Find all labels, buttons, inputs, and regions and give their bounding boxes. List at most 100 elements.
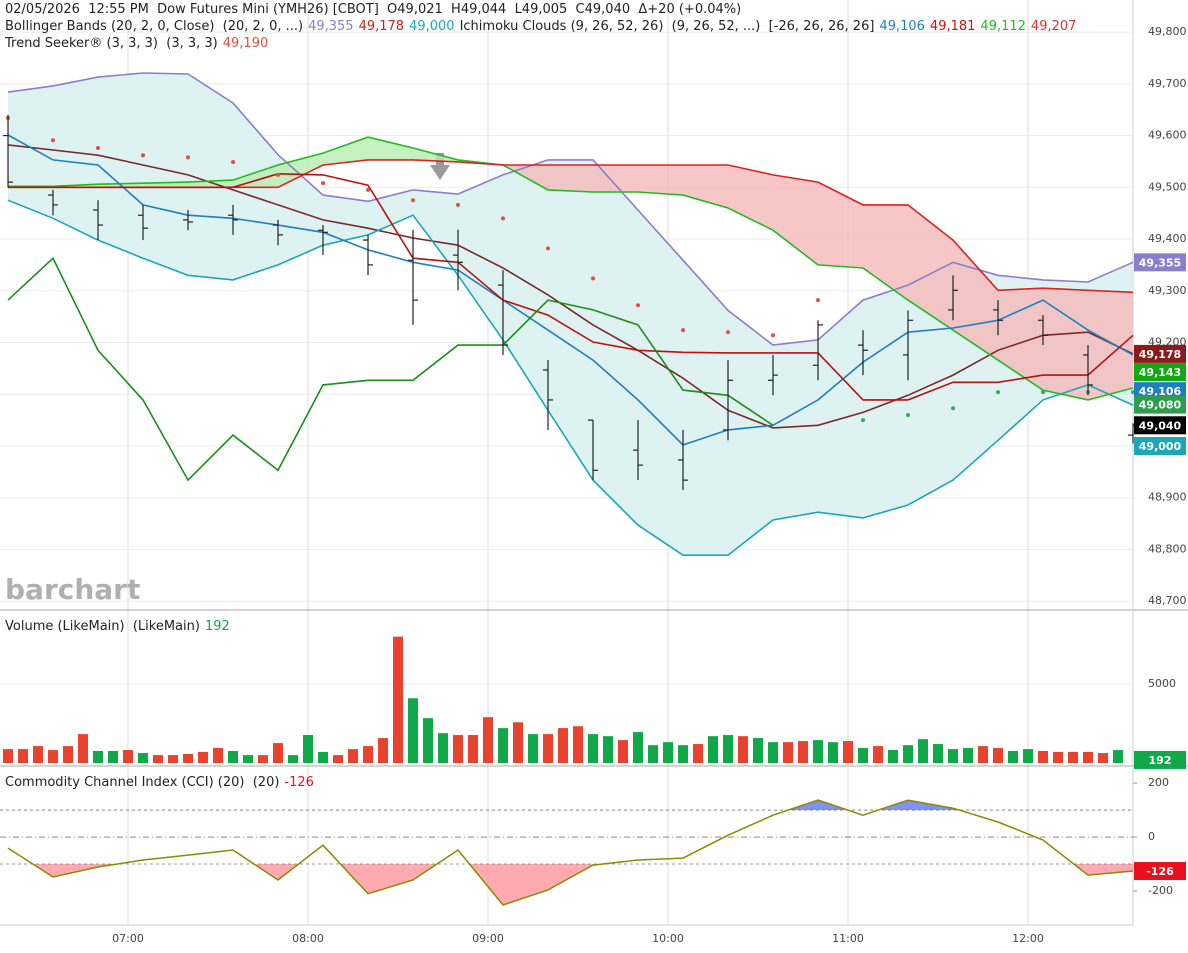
volume-bar (123, 750, 134, 763)
arrow-head (430, 165, 450, 180)
ohlc-bar (993, 300, 1004, 336)
legend-line: Trend Seeker® (3, 3, 3) (3, 3, 3) 49,190 (5, 35, 273, 52)
legend-text: 49,178 (358, 19, 405, 34)
value-badge-label: 49,178 (1139, 348, 1181, 361)
volume-bar (438, 733, 449, 763)
legend-text: 49,106 (879, 19, 925, 34)
trend-dot (996, 390, 1001, 395)
legend-text: 49,000 (409, 19, 455, 34)
cloud-fill (323, 137, 369, 166)
ohlc-bar (858, 330, 869, 376)
ohlc-bar (678, 429, 689, 490)
ohlc-bar (948, 275, 959, 321)
volume-bar (63, 746, 74, 763)
volume-bar (918, 739, 929, 763)
legend-text: 49,190 (222, 36, 269, 51)
volume-bar (798, 741, 809, 763)
volume-bar (603, 736, 614, 763)
ohlc-bar (723, 360, 734, 441)
cloud-fill (233, 165, 279, 188)
ohlc-bar (768, 354, 779, 396)
ohlc-bar (813, 320, 824, 381)
value-badge-label: 192 (1149, 754, 1172, 767)
legend-text: Trend Seeker® (3, 3, 3) (3, 3, 3) (5, 36, 218, 51)
volume-bar (198, 751, 209, 763)
volume-bar (528, 734, 539, 763)
y-tick-label: 48,900 (1148, 491, 1187, 504)
bollinger-band-fill (8, 72, 1134, 556)
legend-line: Commodity Channel Index (CCI) (20) (20) -… (5, 774, 319, 791)
y-tick-label: 49,400 (1148, 232, 1187, 245)
trend-dot (1041, 390, 1046, 395)
volume-bar (978, 746, 989, 763)
trend-dot (186, 155, 191, 160)
cloud-fill (1043, 288, 1089, 400)
volume-bar (678, 745, 689, 763)
ohlc-bar (93, 200, 104, 241)
volume-bar (1038, 750, 1049, 763)
volume-bar (333, 755, 344, 763)
ohlc-bar (633, 420, 644, 481)
volume-bar (483, 717, 494, 763)
volume-bar (153, 755, 164, 763)
y-tick-label: 200 (1148, 776, 1169, 789)
cloud-fill (728, 165, 774, 231)
ohlc-bar (228, 204, 239, 235)
value-badge (1134, 436, 1186, 455)
value-badge (1134, 416, 1186, 435)
volume-bar (378, 738, 389, 763)
volume-bar (453, 735, 464, 763)
y-tick-label: 49,700 (1148, 77, 1187, 90)
value-badge-label: 49,355 (1139, 256, 1181, 269)
value-badge (1134, 750, 1186, 769)
indicator-line (7, 199, 1134, 556)
ohlc-bar (588, 419, 599, 481)
trend-dot (951, 406, 956, 411)
value-badge-label: 49,000 (1139, 440, 1182, 453)
y-tick-label: 49,500 (1148, 180, 1187, 193)
volume-bar (783, 742, 794, 763)
volume-bar (738, 736, 749, 763)
indicator-line (8, 136, 1134, 401)
volume-bar (288, 755, 299, 763)
ohlc-bar (408, 229, 419, 325)
volume-bar (648, 745, 659, 763)
volume-bar (33, 746, 44, 763)
cci-line (7, 799, 1134, 906)
volume-bar (693, 744, 704, 763)
volume-bar (558, 728, 569, 763)
legend-text: 49,355 (308, 19, 354, 34)
cloud-fill (593, 165, 639, 192)
y-tick-label: 49,300 (1148, 284, 1187, 297)
ohlc-bar (453, 229, 464, 291)
x-tick-label: 08:00 (292, 932, 324, 945)
ohlc-bar (318, 225, 329, 256)
legend-text: Bollinger Bands (20, 2, 0, Close) (20, 2… (5, 19, 304, 34)
ohlc-bar (498, 270, 509, 355)
volume-bar (513, 722, 524, 763)
trend-dot (51, 138, 56, 143)
volume-bar (588, 734, 599, 763)
y-tick-label: -200 (1148, 884, 1173, 897)
panel (0, 782, 1137, 906)
volume-bar (138, 753, 149, 763)
volume-bar (243, 755, 254, 763)
y-tick-label: 5000 (1148, 677, 1176, 690)
value-badge-label: 49,106 (1139, 385, 1182, 398)
volume-bar (903, 745, 914, 763)
volume-bar (828, 742, 839, 763)
indicator-line (7, 72, 1134, 346)
cloud-fill (818, 182, 864, 269)
y-tick-label: 49,600 (1148, 129, 1187, 142)
y-tick-label: 48,800 (1148, 542, 1187, 555)
volume-bar (543, 734, 554, 763)
volume-bar (228, 750, 239, 763)
volume-bar (168, 755, 179, 763)
cloud-fill (908, 204, 954, 331)
volume-bar (843, 741, 854, 763)
volume-bar (1068, 751, 1079, 763)
ohlc-bar (48, 189, 59, 216)
volume-bar (348, 749, 359, 763)
volume-bar (888, 750, 899, 763)
